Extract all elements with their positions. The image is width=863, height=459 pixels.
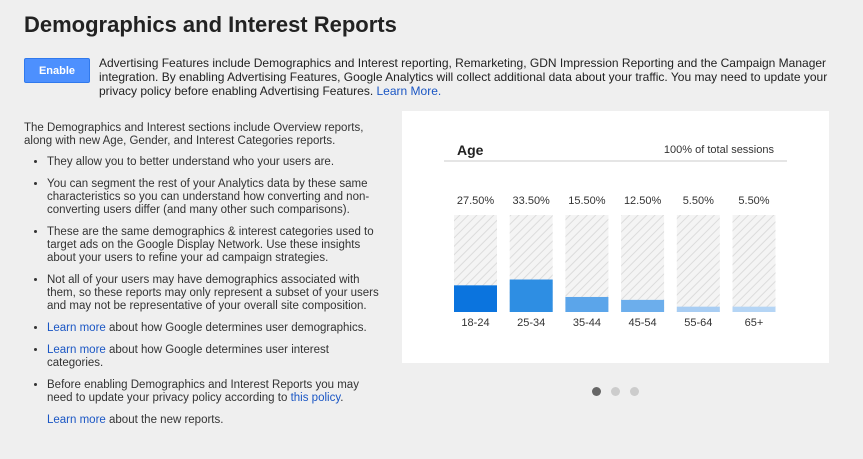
notice: Advertising Features include Demographic… <box>99 56 829 98</box>
description: The Demographics and Interest sections i… <box>24 122 384 427</box>
bullet-text: about how Google determines user demogra… <box>109 322 367 334</box>
category-label: 55-64 <box>684 317 712 329</box>
carousel-dot[interactable] <box>611 387 620 396</box>
value-label: 33.50% <box>513 195 551 207</box>
bullet-text: about how Google determines user interes… <box>47 344 329 369</box>
learn-more-link[interactable]: Learn more <box>47 414 106 426</box>
learn-more-link[interactable]: Learn More. <box>376 84 442 98</box>
notice-text: Advertising Features include Demographic… <box>99 56 828 98</box>
bar <box>676 306 720 312</box>
value-label: 5.50% <box>738 195 769 207</box>
footer: Learn more about the new reports. <box>47 414 384 427</box>
learn-more-link[interactable]: this policy <box>290 392 341 404</box>
category-label: 25-34 <box>517 317 545 329</box>
bar <box>454 285 497 312</box>
bullet-text: . <box>340 392 344 404</box>
bar-background <box>676 215 720 312</box>
value-label: 15.50% <box>568 195 606 207</box>
footer-text: about the new reports. <box>109 414 224 426</box>
carousel-dot[interactable] <box>592 387 601 396</box>
category-label: 35-44 <box>573 317 601 329</box>
bar-background <box>732 215 776 312</box>
bullet: These are the same demographics & intere… <box>47 226 384 265</box>
category-label: 65+ <box>745 317 764 329</box>
carousel-dot[interactable] <box>630 387 639 396</box>
bullet-list: They allow you to better understand who … <box>24 156 384 405</box>
chart-title: Age <box>457 142 484 158</box>
chart: Age 100% of total sessions 27.50% 18-24 33… <box>444 142 787 329</box>
bullet: You can segment the rest of your Analyti… <box>47 178 384 217</box>
bar <box>621 299 665 312</box>
bar-background <box>565 215 609 312</box>
bullet: Before enabling Demographics and Interes… <box>47 379 384 405</box>
bar <box>565 296 609 312</box>
bullet: Learn more about how Google determines u… <box>47 322 384 335</box>
category-label: 18-24 <box>461 317 489 329</box>
bar <box>732 306 776 312</box>
bullet: Not all of your users may have demograph… <box>47 274 384 313</box>
bullet-text: Before enabling Demographics and Interes… <box>47 379 359 404</box>
value-label: 5.50% <box>683 195 714 207</box>
value-label: 27.50% <box>457 195 495 207</box>
category-label: 45-54 <box>629 317 657 329</box>
bullet-text: They allow you to better understand who … <box>47 156 335 168</box>
bar <box>509 279 553 312</box>
value-label: 12.50% <box>624 195 662 207</box>
bullet: They allow you to better understand who … <box>47 156 384 169</box>
intro: The Demographics and Interest sections i… <box>24 122 364 147</box>
bullet: Learn more about how Google determines u… <box>47 344 384 370</box>
bullet-text: Not all of your users may have demograph… <box>47 274 379 312</box>
bullet-text: These are the same demographics & intere… <box>47 226 374 264</box>
bar-background <box>621 215 665 312</box>
chart-card: Age 100% of total sessions 27.50% 18-24 33… <box>402 111 829 363</box>
enable-button[interactable]: Enable <box>24 58 90 83</box>
learn-more-link[interactable]: Learn more <box>47 322 106 334</box>
page-title: Demographics and Interest Reports <box>24 12 397 37</box>
bullet-text: You can segment the rest of your Analyti… <box>47 178 370 216</box>
chart-subtitle: 100% of total sessions <box>664 144 775 156</box>
learn-more-link[interactable]: Learn more <box>47 344 106 356</box>
